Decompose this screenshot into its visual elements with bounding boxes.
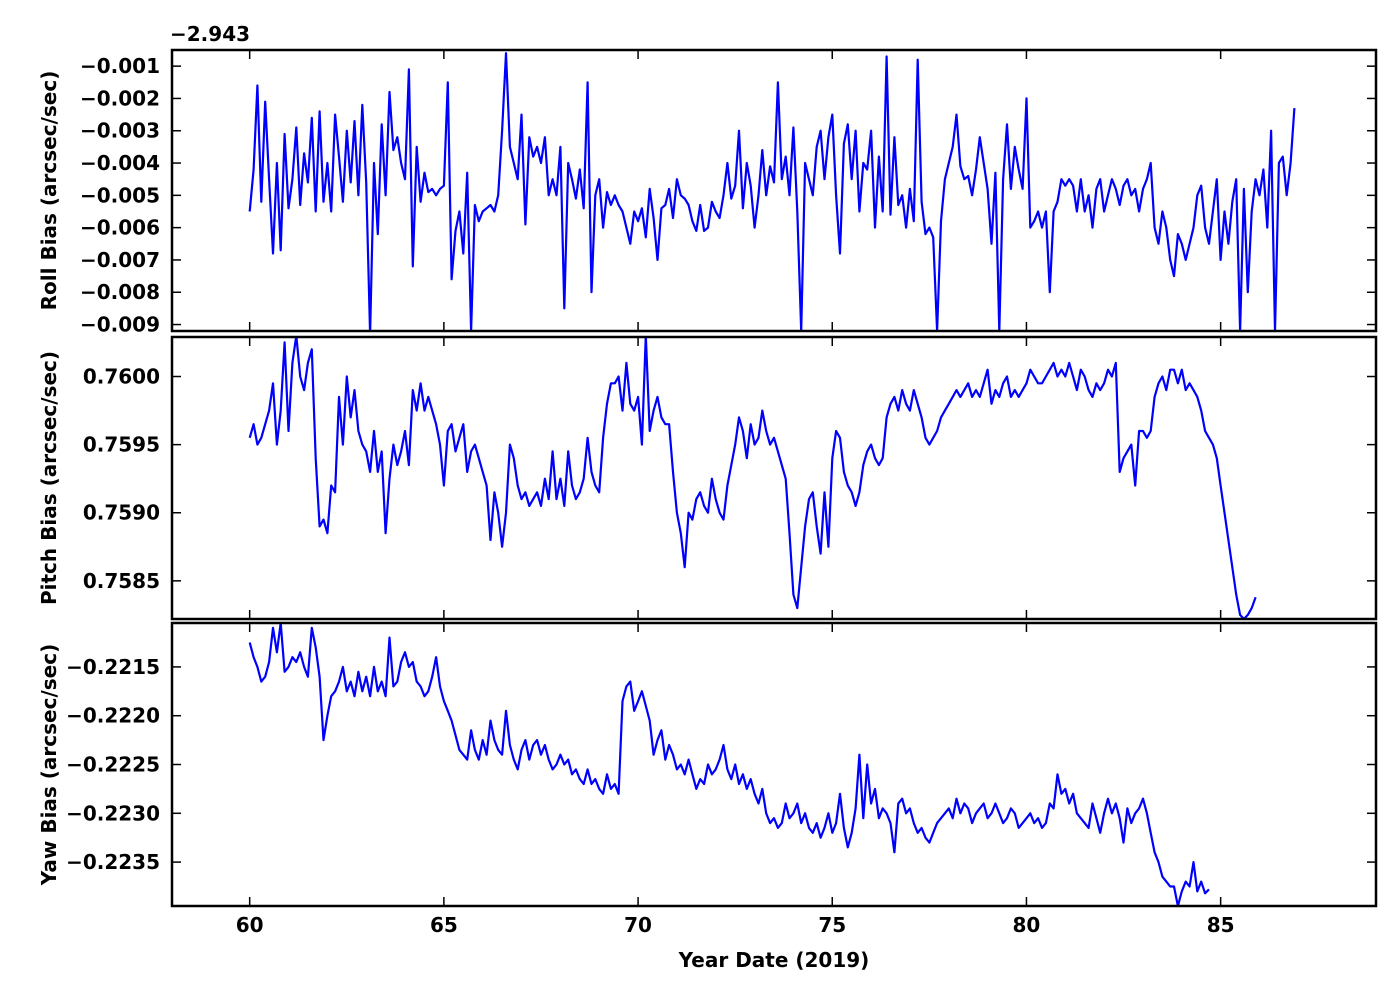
pitch-axes-frame — [170, 335, 1378, 621]
yaw-ytick-label: −0.2215 — [66, 655, 160, 679]
panel-yaw: −0.2235 −0.2230 −0.2225 −0.2220 −0.2215 60 65 7… — [37, 621, 1378, 937]
pitch-ytick-label: 0.7595 — [83, 433, 160, 457]
yaw-series-line — [248, 623, 1210, 906]
chart-panels: −0.009 −0.008 −0.007 −0.006 −0.005 −0.004 −0.0… — [37, 22, 1378, 937]
xtick-label: 65 — [430, 913, 458, 937]
roll-ytick-label: −0.006 — [80, 216, 160, 240]
yaw-axes-frame — [170, 621, 1378, 908]
xtick-label: 80 — [1013, 913, 1041, 937]
roll-ytick-label: −0.005 — [80, 183, 160, 207]
yaw-ytick-label: −0.2235 — [66, 850, 160, 874]
roll-ytick-label: −0.009 — [80, 313, 160, 337]
roll-ytick-label: −0.001 — [80, 54, 160, 78]
panel-roll: −0.009 −0.008 −0.007 −0.006 −0.005 −0.004 −0.0… — [37, 22, 1378, 337]
roll-y-axis-label: Roll Bias (arcsec/sec) — [37, 71, 61, 311]
roll-ytick-label: −0.003 — [80, 119, 160, 143]
x-axis-label: Year Date (2019) — [678, 948, 870, 972]
yaw-ytick-label: −0.2220 — [66, 704, 160, 728]
roll-ytick-label: −0.007 — [80, 248, 160, 272]
panel-pitch: 0.7585 0.7590 0.7595 0.7600 Pitch Bias (arcs… — [37, 335, 1378, 621]
xtick-label: 70 — [624, 913, 652, 937]
xtick-label: 85 — [1207, 913, 1235, 937]
roll-axes-frame — [170, 48, 1378, 333]
roll-offset-text: −2.943 — [170, 22, 250, 46]
pitch-ytick-label: 0.7590 — [83, 501, 160, 525]
yaw-y-axis-label: Yaw Bias (arcsec/sec) — [37, 644, 61, 887]
yaw-ytick-label: −0.2225 — [66, 753, 160, 777]
roll-series-line — [248, 52, 1296, 331]
xtick-label: 60 — [236, 913, 264, 937]
roll-ytick-label: −0.004 — [80, 151, 160, 175]
pitch-series-line — [248, 337, 1257, 619]
pitch-ytick-label: 0.7585 — [83, 569, 160, 593]
roll-ytick-label: −0.008 — [80, 280, 160, 304]
roll-ytick-label: −0.002 — [80, 86, 160, 110]
xtick-label: 75 — [818, 913, 846, 937]
pitch-y-axis-label: Pitch Bias (arcsec/sec) — [37, 351, 61, 605]
yaw-ytick-label: −0.2230 — [66, 801, 160, 825]
pitch-ytick-label: 0.7600 — [83, 365, 160, 389]
